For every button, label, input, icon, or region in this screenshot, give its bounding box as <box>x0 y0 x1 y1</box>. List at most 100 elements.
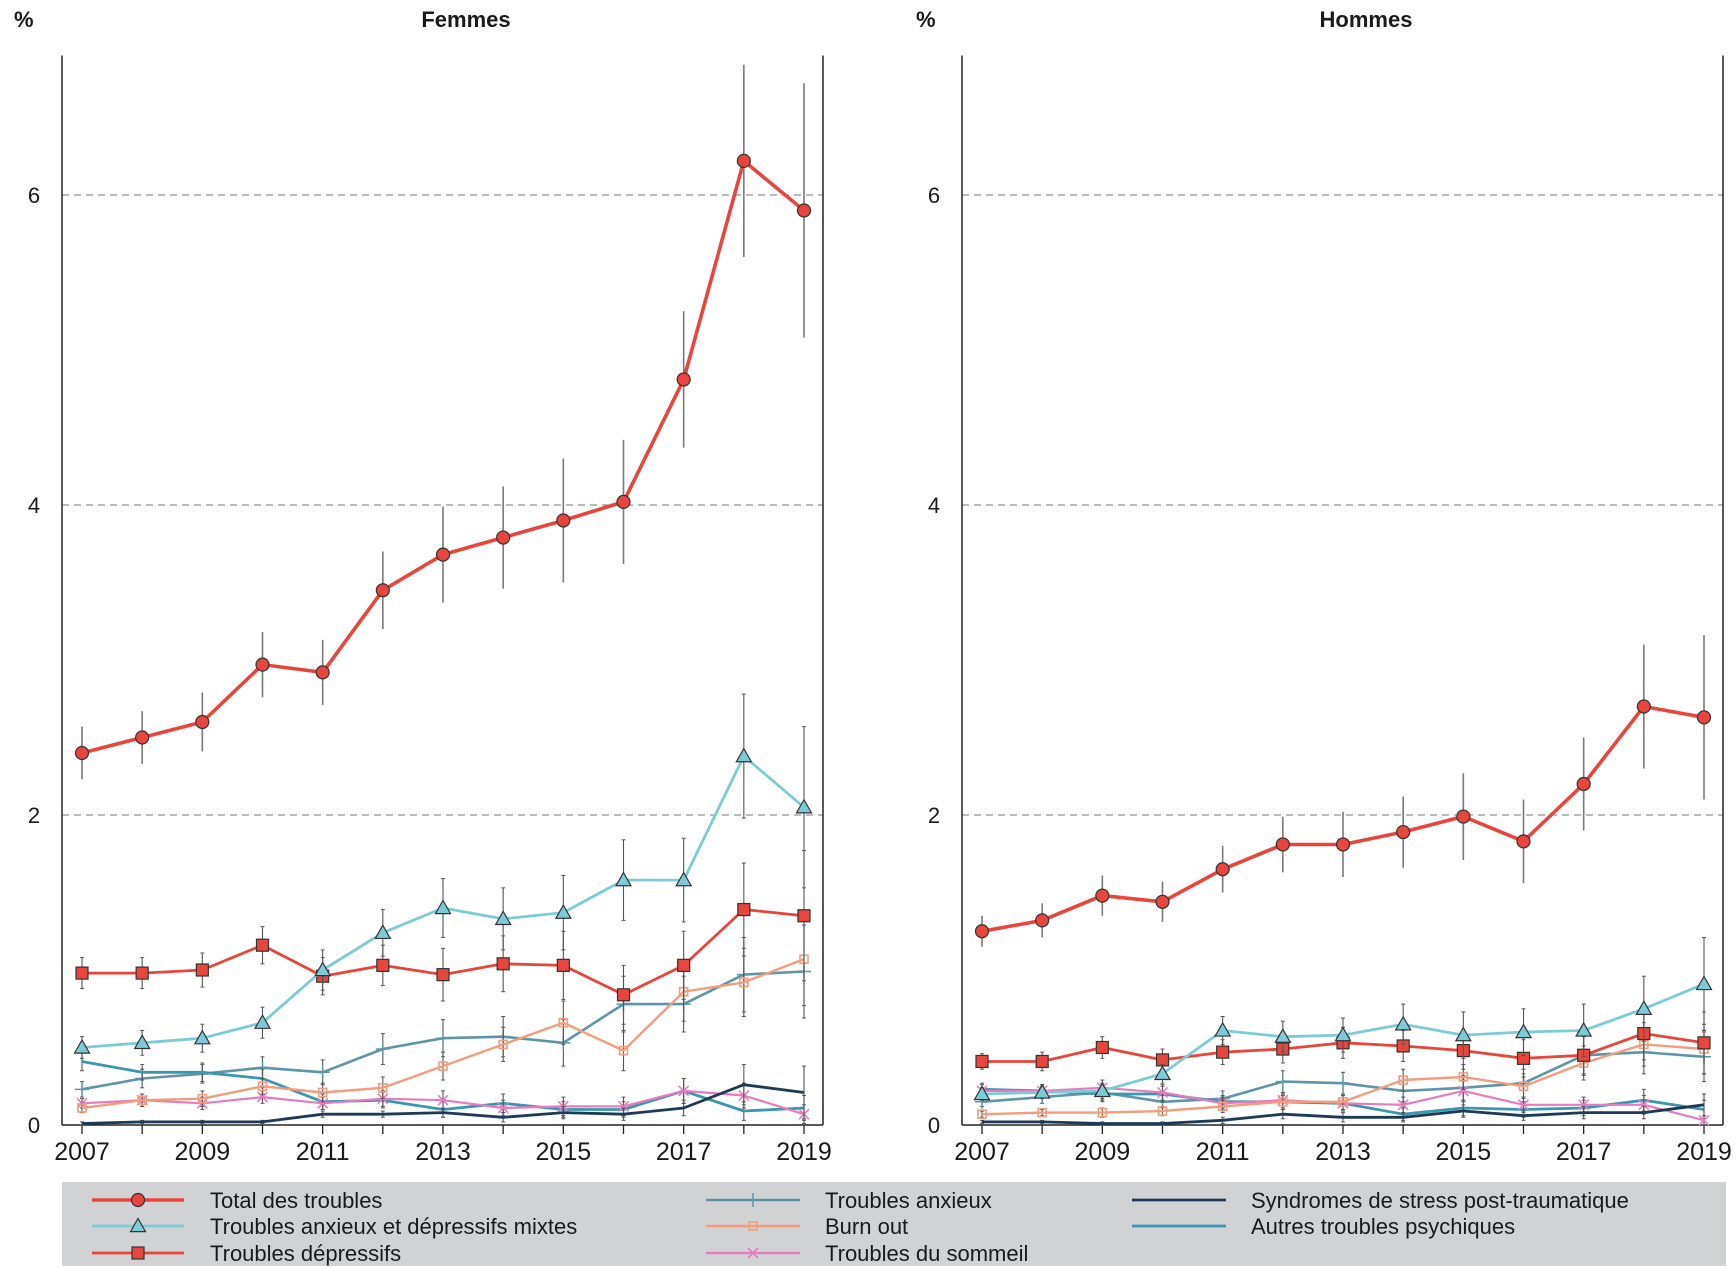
legend-item-anxieux: Troubles anxieux <box>706 1188 992 1213</box>
data-point <box>1274 1027 1292 1043</box>
data-point <box>1035 1054 1049 1069</box>
data-point <box>497 1102 509 1114</box>
data-point <box>797 909 811 923</box>
data-point <box>255 938 270 952</box>
x-tick-label: 2015 <box>536 1138 592 1166</box>
data-point <box>678 1085 690 1097</box>
plot-area: 0 2 4 6 2007 2009 2011 2013 2015 2017 2019 <box>928 55 1732 1166</box>
legend-item-autres: Autres troubles psychiques <box>1132 1214 1515 1239</box>
data-point <box>195 714 210 730</box>
data-point <box>135 966 149 980</box>
legend-label: Autres troubles psychiques <box>1251 1214 1515 1239</box>
panel-femmes: % Femmes 0 2 4 6 2007 2009 2011 2013 2015 2017 201… <box>14 7 832 1166</box>
legend-swatch-marker <box>746 1193 760 1207</box>
data-point <box>1097 1107 1108 1118</box>
x-tick-label: 2017 <box>1556 1138 1612 1166</box>
y-tick-label: 0 <box>928 1113 940 1138</box>
data-point <box>975 1054 989 1069</box>
data-point <box>1095 1040 1109 1055</box>
x-tick-label: 2009 <box>1075 1138 1131 1166</box>
x-tick-label: 2017 <box>656 1138 712 1166</box>
legend-item-depressifs: Troubles dépressifs <box>92 1241 401 1266</box>
legend-item-burnout: Burn out <box>706 1214 908 1239</box>
data-point <box>1095 888 1110 903</box>
data-point <box>1153 1065 1172 1081</box>
data-point <box>375 1042 390 1057</box>
legend-label: Troubles du sommeil <box>825 1241 1028 1266</box>
data-point <box>1635 1000 1653 1015</box>
data-point <box>1155 894 1170 909</box>
data-point <box>1275 1074 1290 1089</box>
legend-item-total: Total des troubles <box>92 1188 382 1213</box>
legend-swatch-marker <box>129 1217 147 1233</box>
legend-item-stress: Syndromes de stress post-traumatique <box>1132 1188 1629 1213</box>
data-point <box>614 871 633 887</box>
data-point <box>1336 1076 1350 1091</box>
x-tick-label: 2011 <box>1196 1138 1250 1166</box>
data-point <box>1397 1099 1409 1111</box>
data-point <box>739 977 749 988</box>
data-point <box>1516 834 1531 849</box>
data-point <box>795 798 813 814</box>
panel-title: Femmes <box>421 7 510 32</box>
y-tick-label: 0 <box>28 1113 40 1138</box>
panel-title: Hommes <box>1320 7 1413 32</box>
data-point <box>1275 837 1290 852</box>
series-line <box>81 1083 805 1125</box>
data-point <box>556 958 570 972</box>
data-point <box>973 1085 991 1101</box>
series-stress <box>980 1093 1706 1126</box>
data-point <box>558 1017 569 1028</box>
data-point <box>376 958 390 972</box>
data-point <box>1216 1045 1230 1059</box>
data-point <box>1638 1099 1650 1111</box>
data-point <box>1037 1107 1047 1118</box>
data-point <box>317 1087 328 1098</box>
data-point <box>1394 1015 1412 1031</box>
data-point <box>1695 975 1713 991</box>
data-point <box>1334 1026 1352 1042</box>
data-point <box>737 902 751 917</box>
data-point <box>1698 1114 1710 1126</box>
legend-label: Syndromes de stress post-traumatique <box>1251 1188 1629 1213</box>
data-point <box>735 747 753 763</box>
legend-swatch-marker <box>747 1247 759 1259</box>
data-point <box>675 871 693 887</box>
y-tick-label: 2 <box>28 803 40 828</box>
x-tick-label: 2013 <box>415 1138 471 1166</box>
data-point <box>677 958 691 972</box>
data-point <box>1035 913 1050 928</box>
data-point <box>435 547 451 562</box>
x-tick-label: 2007 <box>954 1138 1010 1166</box>
data-point <box>1335 837 1351 852</box>
legend-swatch-marker <box>131 1246 145 1260</box>
data-point <box>256 1091 269 1103</box>
data-point <box>77 1103 87 1113</box>
legend-swatch-marker <box>748 1221 758 1231</box>
data-point <box>133 1034 151 1050</box>
data-point <box>1278 1096 1288 1107</box>
x-tick-label: 2009 <box>175 1138 231 1166</box>
data-point <box>374 924 392 940</box>
data-point <box>1215 862 1230 877</box>
data-point <box>1458 1072 1469 1082</box>
data-point <box>1456 809 1471 824</box>
data-point <box>255 657 270 672</box>
data-point <box>1514 1023 1533 1039</box>
data-point <box>195 963 209 977</box>
data-point <box>137 1095 147 1105</box>
data-point <box>1157 1106 1168 1116</box>
data-point <box>378 1083 388 1093</box>
legend-swatch-marker <box>130 1192 146 1208</box>
data-point <box>1575 1021 1593 1037</box>
x-tick-label: 2011 <box>296 1138 350 1166</box>
series-stress <box>80 1064 806 1126</box>
data-point <box>1697 1036 1711 1050</box>
data-point <box>796 203 812 218</box>
data-point <box>253 1013 272 1029</box>
data-point <box>75 966 89 980</box>
data-point <box>73 1038 91 1054</box>
